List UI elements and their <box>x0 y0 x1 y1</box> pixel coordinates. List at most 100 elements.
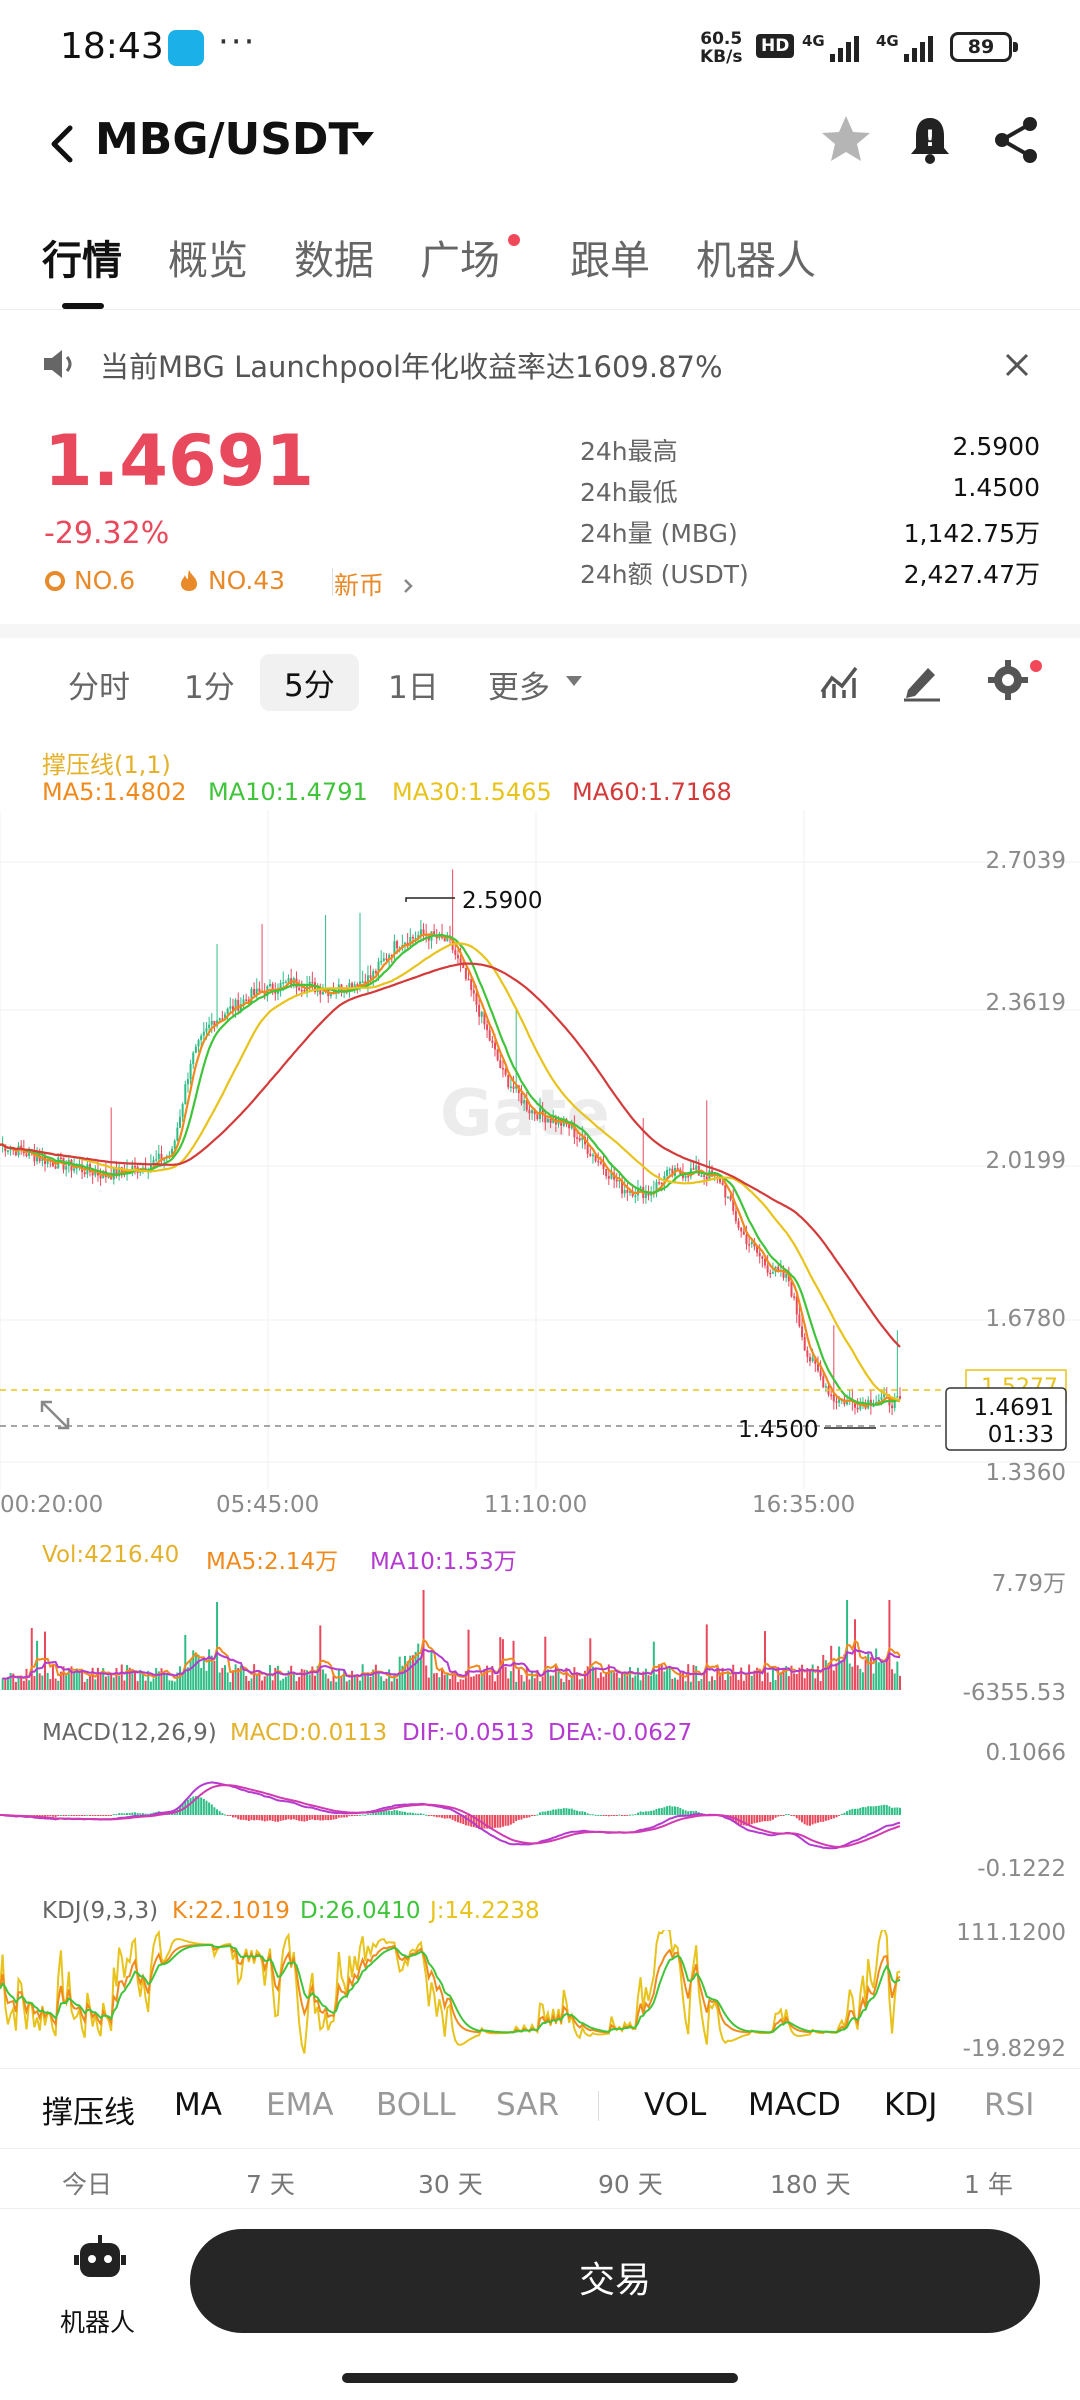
announcement-banner[interactable]: 当前MBG Launchpool年化收益率达1609.87% <box>0 322 1080 406</box>
ind-boll[interactable]: BOLL <box>376 2087 456 2123</box>
candle-body <box>872 1405 875 1408</box>
macd-bar <box>247 1815 250 1821</box>
share-icon[interactable] <box>986 110 1046 170</box>
macd-bar <box>777 1815 780 1817</box>
candle-body <box>877 1399 880 1403</box>
tab-market[interactable]: 行情 <box>42 238 122 284</box>
range-7d[interactable]: 7 天 <box>246 2170 295 2199</box>
tab-bots[interactable]: 机器人 <box>696 238 816 284</box>
ind-sar[interactable]: SAR <box>496 2087 559 2123</box>
candle-body <box>777 1266 780 1271</box>
macd-bar <box>888 1806 891 1815</box>
volume-bar <box>711 1676 714 1690</box>
tf-1m[interactable]: 1分 <box>184 670 235 706</box>
announcement-text[interactable]: 当前MBG Launchpool年化收益率达1609.87% <box>100 350 723 384</box>
tab-data[interactable]: 数据 <box>294 238 374 284</box>
chart-indicator-title[interactable]: 撑压线(1,1) <box>42 751 171 779</box>
range-90d[interactable]: 90 天 <box>598 2170 663 2199</box>
volume-bar <box>615 1672 618 1690</box>
volume-bar <box>573 1667 576 1690</box>
volume-bar <box>115 1668 118 1690</box>
ind-rsi[interactable]: RSI <box>984 2087 1035 2123</box>
ind-support-resistance[interactable]: 撑压线 <box>42 2095 135 2131</box>
candle-body <box>501 1067 504 1070</box>
macd-chart[interactable] <box>0 1750 1080 1880</box>
tf-more[interactable]: 更多 <box>488 670 550 706</box>
macd-bar <box>652 1810 655 1815</box>
ind-vol[interactable]: VOL <box>644 2087 707 2123</box>
rank-badge-2[interactable]: NO.43 <box>178 566 285 595</box>
ind-ema[interactable]: EMA <box>266 2087 334 2123</box>
alert-bell-icon[interactable]: ! <box>900 110 960 170</box>
settings-gear-icon[interactable] <box>984 656 1032 704</box>
candle-body <box>798 1314 801 1327</box>
expand-icon[interactable] <box>40 1400 70 1430</box>
macd-bar <box>292 1815 295 1820</box>
macd-bar <box>319 1815 322 1821</box>
star-icon[interactable] <box>816 110 876 170</box>
trade-button[interactable]: 交易 <box>190 2229 1040 2333</box>
dif-value: DIF:-0.0513 <box>402 1720 535 1746</box>
tab-overview[interactable]: 概览 <box>168 238 248 284</box>
stat-value: 1.4500 <box>952 473 1040 502</box>
candle-body <box>854 1402 856 1408</box>
robot-icon[interactable] <box>74 2233 126 2285</box>
rank-badge-1[interactable]: NO.6 <box>44 566 135 595</box>
range-180d[interactable]: 180 天 <box>770 2170 851 2199</box>
range-today[interactable]: 今日 <box>62 2170 113 2199</box>
volume-bar <box>827 1663 830 1690</box>
tf-1d[interactable]: 1日 <box>388 670 439 706</box>
new-coin-tag[interactable]: 新币 <box>334 566 418 602</box>
tf-line[interactable]: 分时 <box>68 670 130 706</box>
kdj-chart[interactable] <box>0 1930 1080 2060</box>
candle-body <box>676 1167 679 1170</box>
candle-body <box>134 1165 136 1168</box>
close-icon[interactable] <box>1000 348 1034 382</box>
macd-bar <box>515 1815 518 1822</box>
volume-bar <box>480 1673 483 1690</box>
pair-dropdown-icon[interactable] <box>352 132 374 146</box>
macd-bar <box>472 1815 475 1828</box>
candle-body <box>626 1189 629 1193</box>
stat-label: 24h最高 <box>580 437 678 466</box>
range-30d[interactable]: 30 天 <box>418 2170 483 2199</box>
macd-value: MACD:0.0113 <box>230 1720 388 1746</box>
tf-more-caret-icon[interactable] <box>566 676 582 686</box>
dea-value: DEA:-0.0627 <box>548 1720 693 1746</box>
volume-bar <box>1 1678 4 1690</box>
tab-square[interactable]: 广场 <box>420 238 500 284</box>
ind-macd[interactable]: MACD <box>748 2087 841 2123</box>
candlestick-chart[interactable]: Gate 1.5277 1.4691 01:33 2.5900 1.4500 <box>0 810 1080 1490</box>
volume-chart[interactable] <box>0 1580 1080 1700</box>
volume-bar <box>679 1672 682 1690</box>
tab-square-dot <box>508 234 520 246</box>
macd-bar <box>494 1815 496 1828</box>
ind-ma[interactable]: MA <box>174 2087 222 2123</box>
pair-title[interactable]: MBG/USDT <box>95 114 359 165</box>
macd-bar <box>139 1813 142 1815</box>
y-axis-tick: 1.6780 <box>985 1306 1066 1332</box>
tab-copy-trade[interactable]: 跟单 <box>570 238 650 284</box>
robot-label[interactable]: 机器人 <box>60 2308 136 2337</box>
ind-kdj[interactable]: KDJ <box>884 2087 938 2123</box>
tf-5m[interactable]: 5分 <box>260 654 359 711</box>
macd-bar <box>554 1809 557 1815</box>
candle-body <box>893 1397 896 1409</box>
macd-bar <box>504 1815 507 1826</box>
macd-bar <box>531 1815 534 1817</box>
draw-pen-icon[interactable] <box>898 656 946 704</box>
macd-bar <box>899 1807 901 1815</box>
macd-bar <box>239 1815 242 1820</box>
macd-bar <box>689 1810 692 1815</box>
chart-type-icon[interactable] <box>816 656 864 704</box>
candle-body <box>287 978 290 982</box>
volume-bar <box>761 1681 764 1690</box>
candle-body <box>385 958 388 960</box>
range-1y[interactable]: 1 年 <box>964 2170 1013 2199</box>
candle-body <box>160 1153 163 1161</box>
volume-bar <box>406 1661 409 1690</box>
back-arrow-icon[interactable] <box>40 114 90 174</box>
volume-bar <box>155 1667 158 1690</box>
home-indicator[interactable] <box>342 2373 738 2383</box>
macd-bar <box>401 1811 404 1815</box>
